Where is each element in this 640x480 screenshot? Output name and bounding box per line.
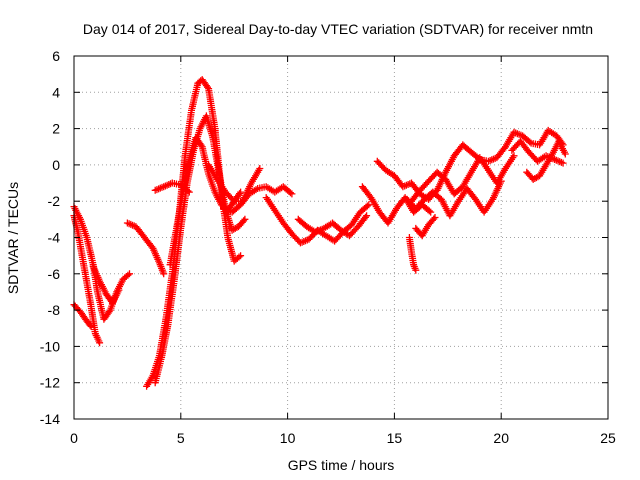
- series-track-i: [151, 179, 193, 196]
- series-track-q: [403, 177, 505, 220]
- x-tick-label: 0: [70, 430, 78, 446]
- plus-markers: [262, 194, 373, 247]
- x-tick-label: 10: [280, 430, 296, 446]
- plus-markers: [508, 137, 567, 167]
- plus-markers: [403, 177, 505, 220]
- chart-title: Day 014 of 2017, Sidereal Day-to-day VTE…: [83, 21, 593, 37]
- y-tick-label: -4: [48, 230, 61, 246]
- x-tick-label: 20: [493, 430, 509, 446]
- series-track-a: [70, 203, 133, 323]
- y-tick-label: 6: [52, 48, 60, 64]
- plus-markers: [205, 161, 264, 205]
- y-tick-label: -10: [40, 338, 60, 354]
- series-track-k: [220, 183, 296, 216]
- x-axis-label: GPS time / hours: [288, 457, 395, 473]
- y-axis-label: SDTVAR / TECUs: [5, 182, 21, 294]
- series-track-j: [205, 161, 264, 205]
- y-tick-label: 4: [52, 84, 60, 100]
- data-marks: [70, 76, 569, 390]
- series-track-e: [123, 219, 168, 278]
- y-tick-label: -12: [40, 375, 60, 391]
- x-tick-label: 15: [387, 430, 403, 446]
- series-track-m: [294, 212, 371, 240]
- plus-markers: [89, 263, 123, 307]
- x-tick-label: 5: [177, 430, 185, 446]
- axes: 0 5 10 15 20 25 -14 -12 -10 -8 -6 -4 -2 0 2 4 6: [40, 48, 616, 446]
- y-tick-label: 2: [52, 121, 60, 137]
- plus-markers: [220, 183, 296, 216]
- plus-markers: [412, 214, 439, 240]
- series-track-d: [89, 263, 123, 307]
- plus-markers: [70, 203, 133, 323]
- grid: [74, 56, 608, 419]
- y-tick-label: -8: [48, 302, 61, 318]
- series-track-r: [405, 234, 420, 274]
- plus-markers: [143, 76, 245, 390]
- x-tick-label: 25: [600, 430, 616, 446]
- plus-markers: [405, 234, 420, 274]
- series-track-u: [508, 137, 567, 167]
- y-tick-label: -14: [40, 411, 60, 427]
- plus-markers: [151, 179, 193, 196]
- series-track-s: [412, 214, 439, 240]
- series-track-f: [143, 76, 245, 390]
- series-track-l: [262, 194, 373, 247]
- plus-markers: [294, 212, 371, 240]
- y-tick-label: -6: [48, 266, 61, 282]
- y-tick-label: 0: [52, 157, 60, 173]
- plus-markers: [123, 219, 168, 278]
- y-tick-label: -2: [48, 193, 61, 209]
